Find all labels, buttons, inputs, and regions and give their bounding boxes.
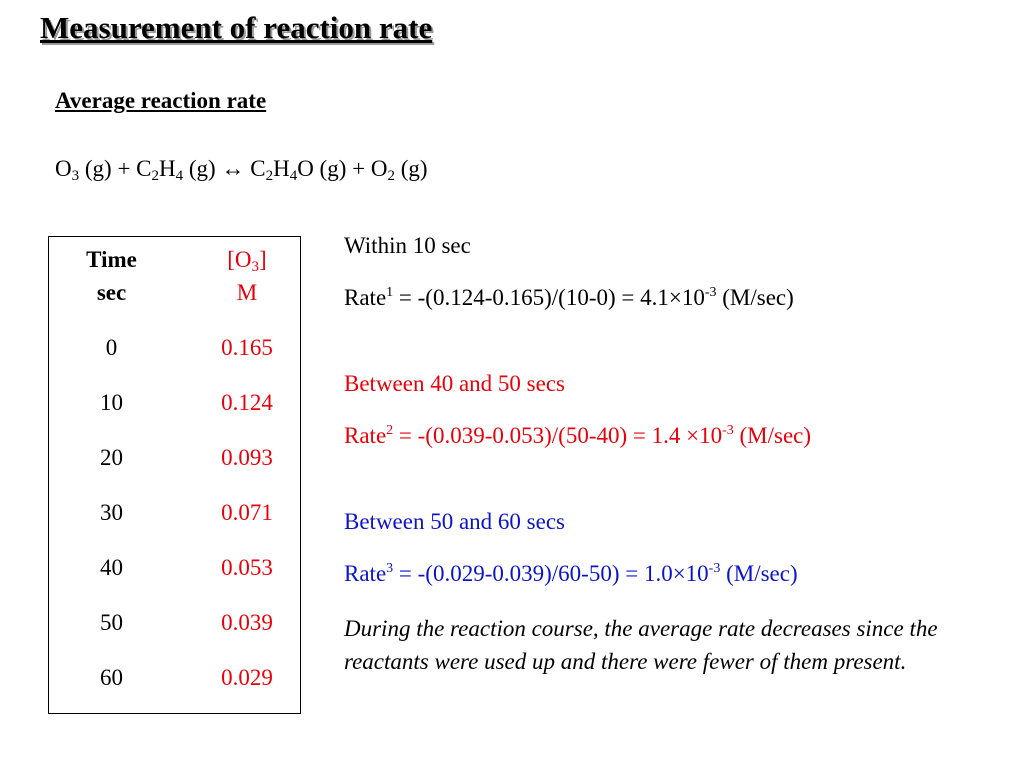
- table-cell-concentration: 0.029: [221, 665, 273, 690]
- table-cell-time: 30: [100, 500, 123, 525]
- table-cell-concentration: 0.093: [221, 445, 273, 470]
- table-cell-time: 20: [100, 445, 123, 470]
- table-cell-concentration: 0.165: [221, 335, 273, 360]
- table-header-time: Time sec: [86, 247, 137, 305]
- rate2-formula: Rate2 = -(0.039-0.053)/(50-40) = 1.4 ×10…: [344, 423, 812, 448]
- table-cell-time: 0: [105, 335, 118, 360]
- table-cell-time: 50: [100, 610, 123, 635]
- page-title: Measurement of reaction rate: [40, 10, 433, 45]
- table-cell-concentration: 0.039: [221, 610, 273, 635]
- rate3-formula: Rate3 = -(0.029-0.039)/60-50) = 1.0×10-3…: [344, 561, 798, 586]
- rate2-heading: Between 40 and 50 secs: [344, 371, 565, 396]
- conclusion-text: During the reaction course, the average …: [344, 616, 938, 674]
- table-cell-concentration: 0.071: [221, 500, 273, 525]
- table-header-concentration: [O3] M: [227, 247, 267, 305]
- rate1-formula: Rate1 = -(0.124-0.165)/(10-0) = 4.1×10-3…: [344, 285, 794, 310]
- table-cell-time: 40: [100, 555, 123, 580]
- table-cell-concentration: 0.124: [221, 390, 273, 415]
- rate1-heading: Within 10 sec: [344, 233, 471, 258]
- section-heading: Average reaction rate: [55, 88, 267, 113]
- table-cell-concentration: 0.053: [221, 555, 273, 580]
- table-cell-time: 60: [100, 665, 123, 690]
- reaction-equation: O3 (g) + C2H4 (g) ↔ C2H4O (g) + O2 (g): [55, 156, 428, 184]
- table-cell-time: 10: [100, 390, 123, 415]
- rate3-heading: Between 50 and 60 secs: [344, 509, 565, 534]
- concentration-table: Time sec [O3] M 0 0.165 10 0.124 20 0.09…: [48, 236, 301, 714]
